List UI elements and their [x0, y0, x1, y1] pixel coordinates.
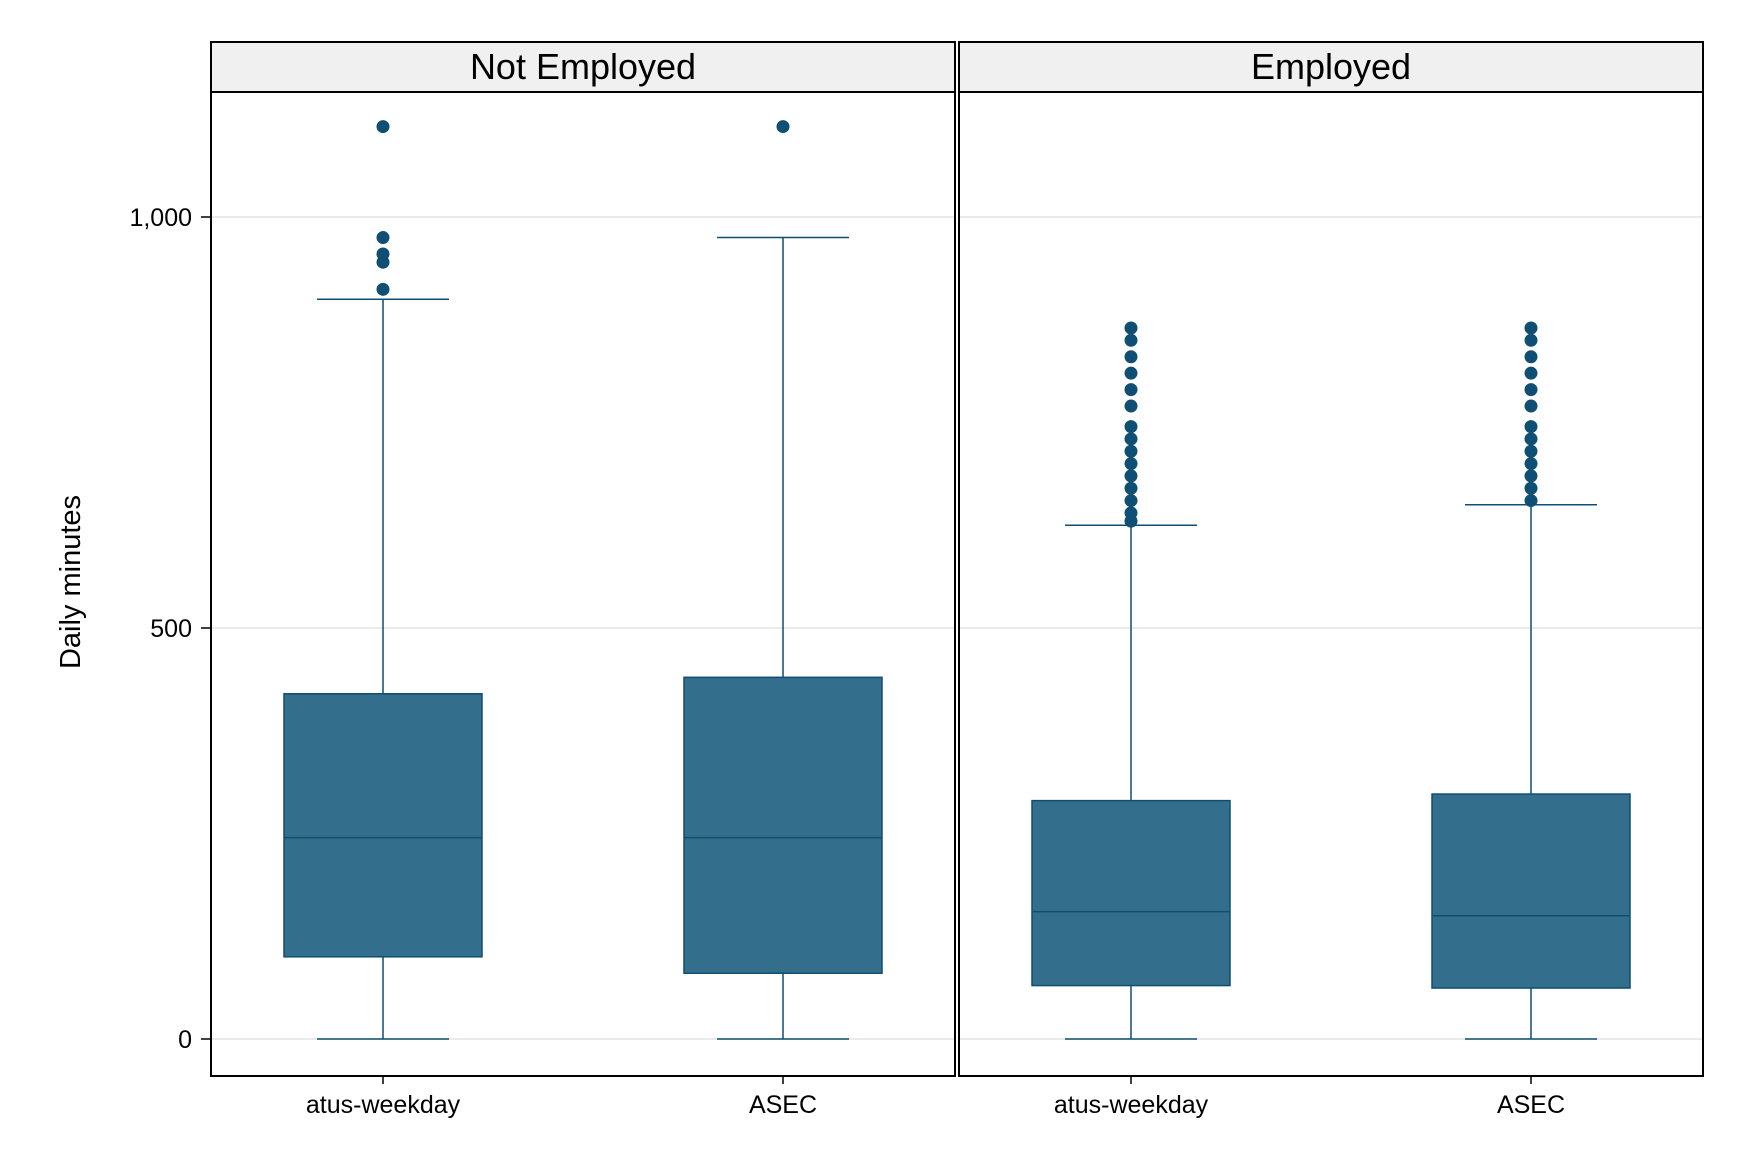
outlier-point [1524, 333, 1538, 347]
facet-strip-label: Employed [1251, 46, 1411, 87]
outlier-point [1524, 444, 1538, 458]
outlier-point [376, 282, 390, 296]
outlier-point [1124, 506, 1138, 520]
x-tick-label: ASEC [1497, 1091, 1565, 1119]
facet-strip-label: Not Employed [470, 46, 696, 87]
outlier-point [376, 231, 390, 245]
y-axis-ticks: 0 500 1,000 [129, 204, 211, 1054]
x-tick-label: ASEC [749, 1091, 817, 1119]
iqr-box [1031, 799, 1231, 987]
outlier-point [1524, 350, 1538, 364]
outlier-point [1124, 444, 1138, 458]
outlier-point [1124, 383, 1138, 397]
outlier-point [1124, 469, 1138, 483]
y-tick-label: 1,000 [129, 204, 192, 232]
outlier-point [1124, 350, 1138, 364]
outlier-point [1524, 420, 1538, 434]
outlier-point [1524, 383, 1538, 397]
x-tick-label: atus-weekday [1054, 1091, 1209, 1119]
outlier-point [1524, 481, 1538, 495]
outlier-point [376, 247, 390, 261]
x-tick-label: atus-weekday [306, 1091, 461, 1119]
facet-strips: Not Employed Employed [210, 41, 1704, 93]
x-axis-ticks: atus-weekday ASEC atus-weekday ASEC [306, 1076, 1565, 1119]
outlier-point [1124, 481, 1138, 495]
facet-strip [210, 41, 956, 93]
outlier-point [1524, 469, 1538, 483]
outlier-point [1524, 366, 1538, 380]
box-marks [283, 120, 1631, 1040]
box-group [1431, 321, 1631, 1040]
outlier-point [1524, 432, 1538, 446]
facet-strip [958, 41, 1704, 93]
outlier-point [1124, 432, 1138, 446]
outlier-point [376, 120, 390, 134]
y-tick-label: 500 [150, 615, 192, 643]
outlier-point [1124, 333, 1138, 347]
box-group [283, 120, 483, 1040]
outlier-point [1124, 399, 1138, 413]
iqr-box [683, 676, 883, 974]
iqr-box [1431, 793, 1631, 989]
box-group [683, 120, 883, 1040]
outlier-point [1524, 321, 1538, 335]
outlier-point [1124, 494, 1138, 508]
outlier-point [1124, 457, 1138, 471]
outlier-point [776, 120, 790, 134]
outlier-point [1124, 366, 1138, 380]
outlier-point [1124, 420, 1138, 434]
y-axis-title: Daily minutes [55, 495, 87, 669]
y-tick-label: 0 [178, 1026, 192, 1054]
outlier-point [1524, 494, 1538, 508]
iqr-box [283, 693, 483, 958]
box-group [1031, 321, 1231, 1040]
outlier-point [1524, 457, 1538, 471]
outlier-point [1124, 321, 1138, 335]
outlier-point [1524, 399, 1538, 413]
